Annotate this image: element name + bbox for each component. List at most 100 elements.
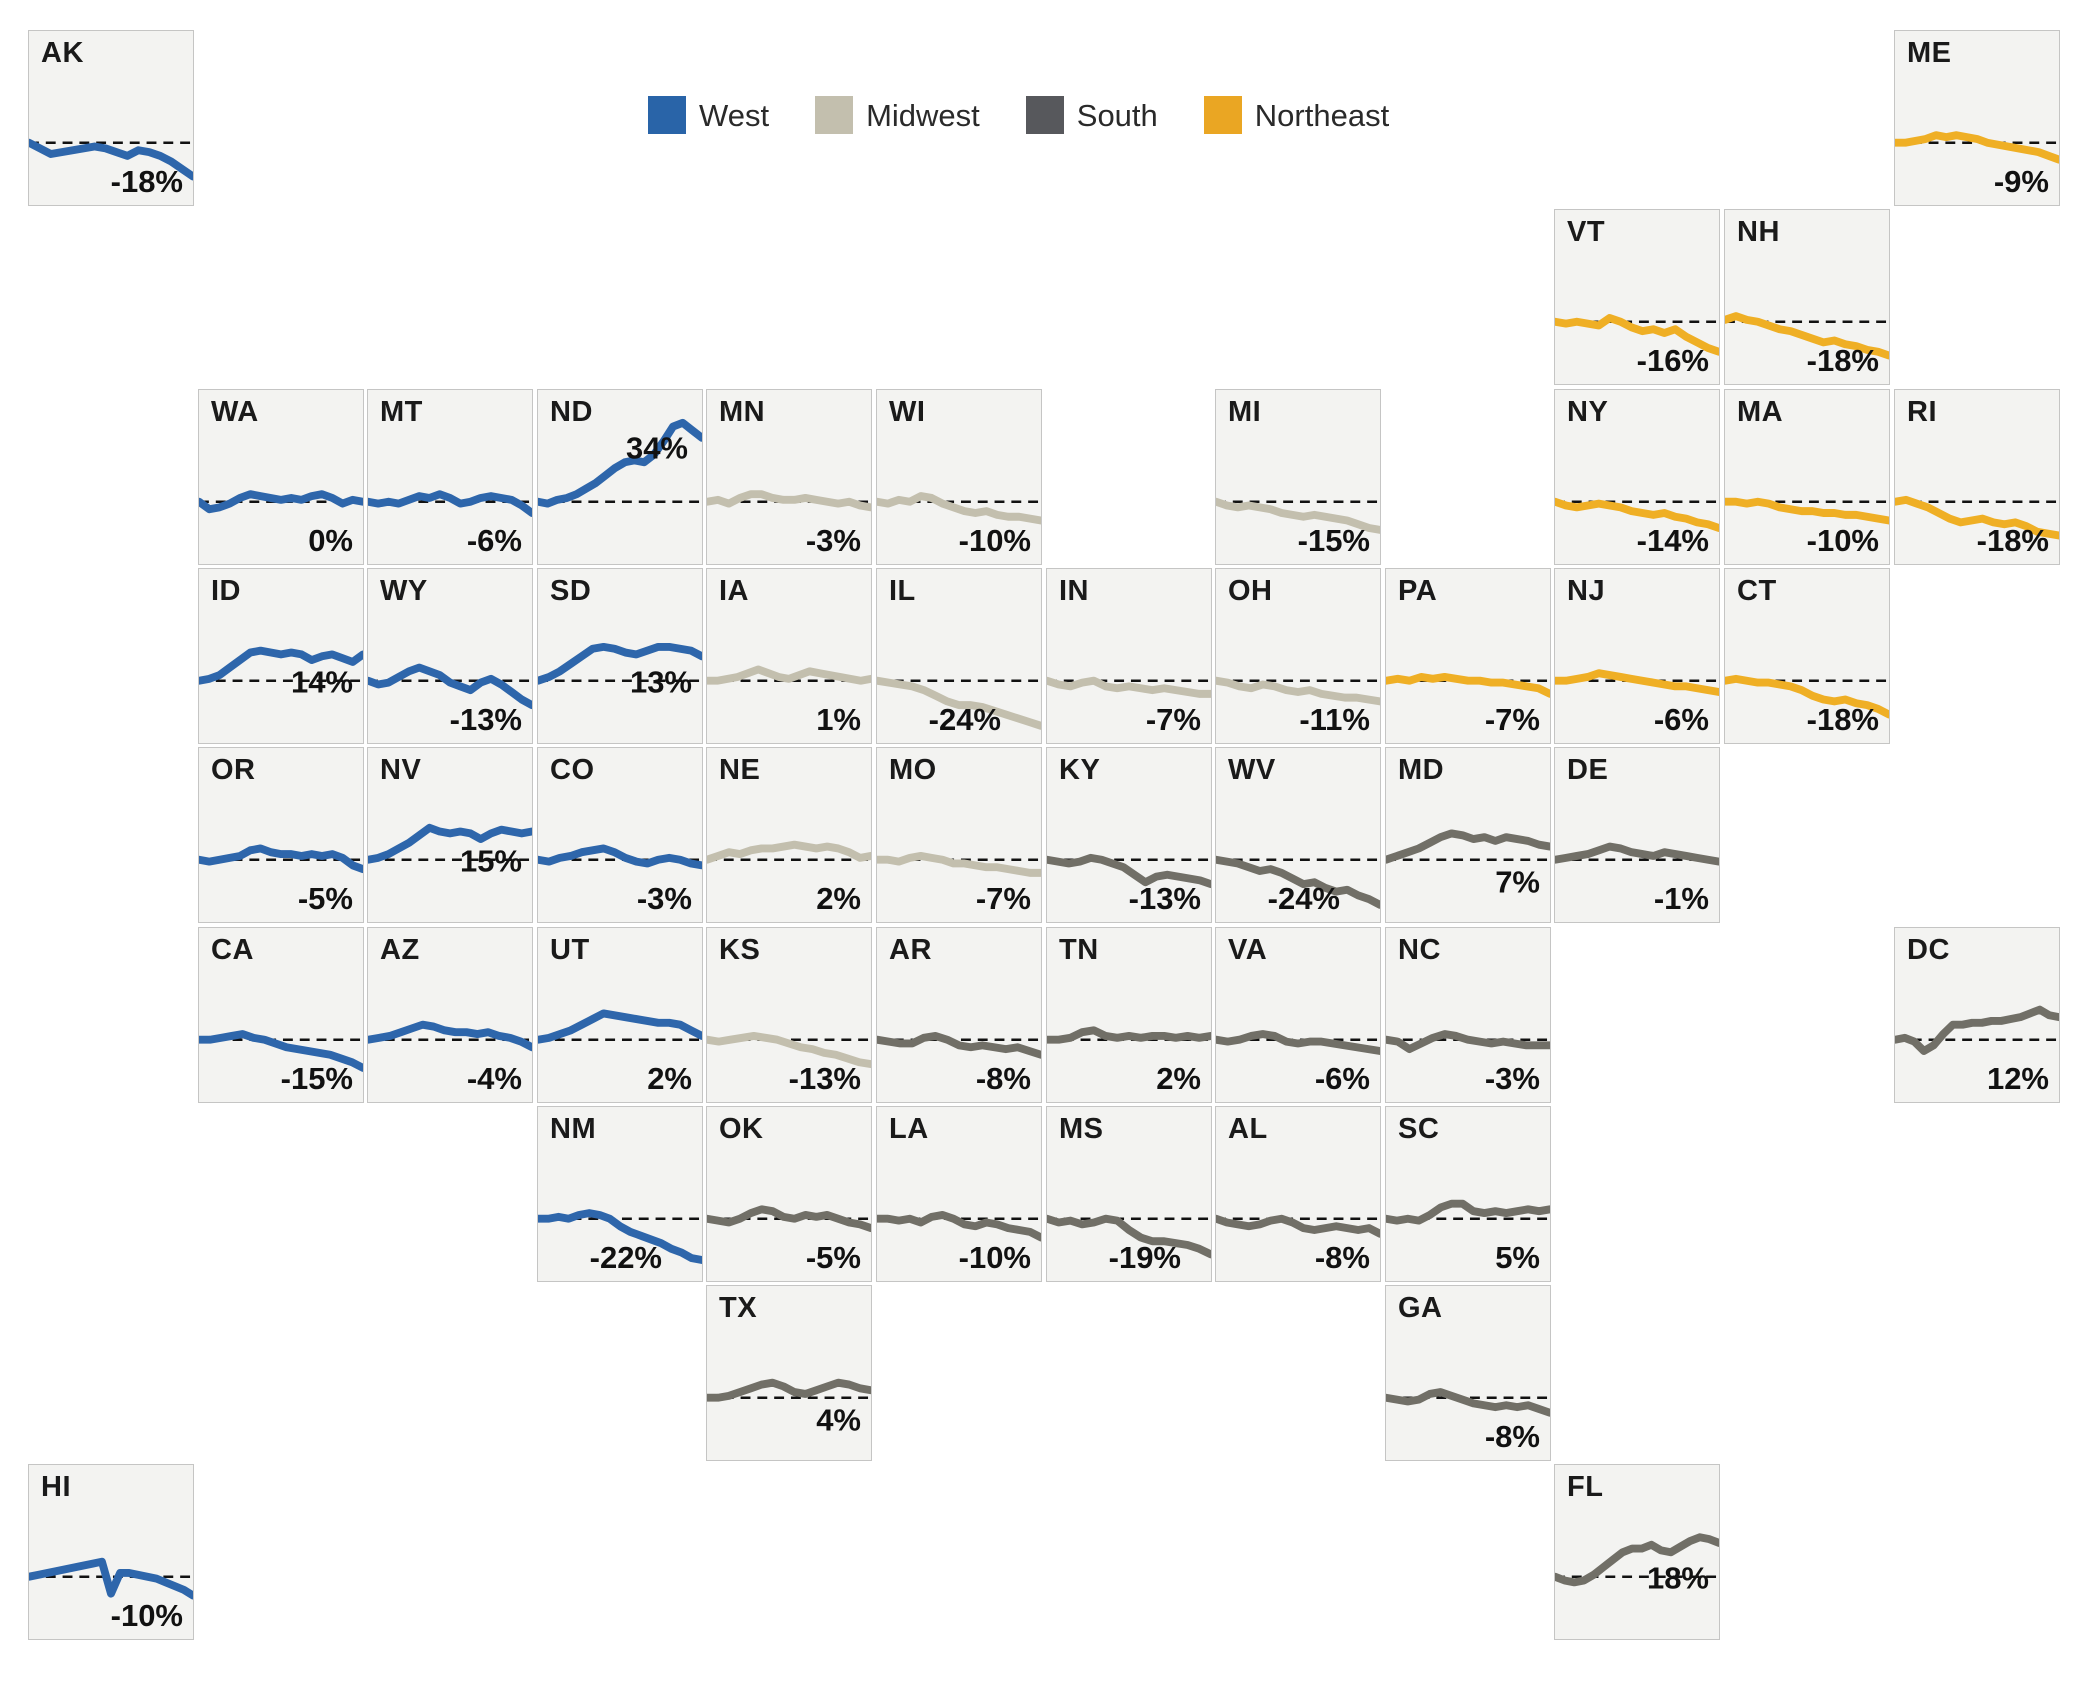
sparkline-tx xyxy=(707,1378,871,1402)
trend-line-la xyxy=(877,1211,1041,1242)
trend-line-vt xyxy=(1555,314,1719,356)
state-change-value: -19% xyxy=(1108,1240,1181,1275)
legend-label: Midwest xyxy=(866,97,980,133)
state-abbr: MI xyxy=(1228,396,1262,428)
state-abbr: NJ xyxy=(1567,575,1606,607)
sparkline-hi xyxy=(29,1557,193,1600)
state-abbr: MD xyxy=(1398,754,1445,786)
trend-line-sc xyxy=(1386,1199,1550,1225)
state-abbr: NM xyxy=(550,1113,597,1145)
state-change-value: 5% xyxy=(1495,1240,1540,1275)
legend-item-west: West xyxy=(648,96,769,134)
state-abbr: RI xyxy=(1907,396,1937,428)
sparkline-sd xyxy=(538,642,702,685)
state-abbr: NC xyxy=(1398,934,1441,966)
state-tile-oh: OH -11% xyxy=(1215,568,1381,744)
sparkline-ak xyxy=(29,138,193,181)
state-tile-ky: KY -13% xyxy=(1046,747,1212,923)
state-tile-ms: MS -19% xyxy=(1046,1106,1212,1282)
state-tile-ct: CT -18% xyxy=(1724,568,1890,744)
sparkline-co xyxy=(538,844,702,870)
trend-line-pa xyxy=(1386,673,1550,698)
state-abbr: FL xyxy=(1567,1471,1604,1503)
state-tile-mo: MO -7% xyxy=(876,747,1042,923)
trend-line-ia xyxy=(707,665,871,685)
state-tile-pa: PA -7% xyxy=(1385,568,1551,744)
trend-line-ar xyxy=(877,1032,1041,1059)
state-change-value: -18% xyxy=(1806,702,1879,737)
state-tile-sc: SC 5% xyxy=(1385,1106,1551,1282)
state-change-value: -14% xyxy=(1636,523,1709,558)
state-tile-me: ME -9% xyxy=(1894,30,2060,206)
trend-line-ut xyxy=(538,1009,702,1044)
state-change-value: 1% xyxy=(816,702,861,737)
state-tile-ne: NE 2% xyxy=(706,747,872,923)
sparkline-ri xyxy=(1895,495,2059,540)
legend: West Midwest South Northeast xyxy=(648,96,1389,134)
state-abbr: AZ xyxy=(380,934,420,966)
trend-line-nv xyxy=(368,823,532,864)
state-abbr: MN xyxy=(719,396,766,428)
trend-line-ny xyxy=(1555,497,1719,532)
state-change-value: -16% xyxy=(1636,343,1709,378)
trend-line-il xyxy=(877,676,1041,730)
state-tile-il: IL -24% xyxy=(876,568,1042,744)
sparkline-in xyxy=(1047,676,1211,698)
state-tile-sd: SD 13% xyxy=(537,568,703,744)
sparkline-ia xyxy=(707,665,871,685)
state-change-value: 34% xyxy=(625,430,688,466)
state-abbr: MA xyxy=(1737,396,1784,428)
state-change-value: -8% xyxy=(975,1061,1031,1096)
state-change-value: -10% xyxy=(958,1240,1031,1275)
state-abbr: TN xyxy=(1059,934,1099,966)
sparkline-ma xyxy=(1725,497,1889,525)
state-tile-ks: KS -13% xyxy=(706,927,872,1103)
state-abbr: VT xyxy=(1567,216,1606,248)
state-change-value: -4% xyxy=(466,1061,522,1096)
sparkline-ks xyxy=(707,1032,871,1069)
state-change-value: -10% xyxy=(958,523,1031,558)
state-tile-ma: MA -10% xyxy=(1724,389,1890,565)
state-abbr: WI xyxy=(889,396,926,428)
state-tile-wv: WV -24% xyxy=(1215,747,1381,923)
state-change-value: -10% xyxy=(110,1598,183,1633)
state-abbr: IL xyxy=(889,575,916,607)
state-tile-hi: HI -10% xyxy=(28,1464,194,1640)
trend-line-mt xyxy=(368,490,532,517)
sparkline-il xyxy=(877,676,1041,730)
state-abbr: WA xyxy=(211,396,259,428)
state-tile-wi: WI -10% xyxy=(876,389,1042,565)
state-abbr: KY xyxy=(1059,754,1101,786)
state-change-value: -24% xyxy=(1267,881,1340,916)
state-change-value: 2% xyxy=(1156,1061,1201,1096)
trend-line-tn xyxy=(1047,1026,1211,1044)
sparkline-nc xyxy=(1386,1030,1550,1054)
trend-line-wy xyxy=(368,663,532,710)
state-tile-ri: RI -18% xyxy=(1894,389,2060,565)
sparkline-dc xyxy=(1895,1005,2059,1055)
trend-line-ky xyxy=(1047,853,1211,889)
legend-label: West xyxy=(699,97,770,133)
sparkline-wv xyxy=(1216,855,1380,909)
state-tile-co: CO -3% xyxy=(537,747,703,923)
state-abbr: DE xyxy=(1567,754,1609,786)
trend-line-wa xyxy=(199,490,363,514)
state-tile-ny: NY -14% xyxy=(1554,389,1720,565)
sparkline-tn xyxy=(1047,1026,1211,1044)
trend-line-sd xyxy=(538,642,702,685)
state-abbr: NY xyxy=(1567,396,1609,428)
state-change-value: 13% xyxy=(629,664,692,700)
state-abbr: LA xyxy=(889,1113,929,1145)
state-abbr: TX xyxy=(719,1292,758,1324)
state-abbr: CA xyxy=(211,934,254,966)
trend-line-nj xyxy=(1555,669,1719,696)
trend-line-wv xyxy=(1216,855,1380,909)
state-change-value: -1% xyxy=(1653,881,1709,916)
state-tile-fl: FL 18% xyxy=(1554,1464,1720,1640)
trend-line-va xyxy=(1216,1030,1380,1055)
trend-line-mo xyxy=(877,852,1041,877)
state-abbr: KS xyxy=(719,934,761,966)
state-change-value: 18% xyxy=(1646,1560,1709,1596)
state-abbr: UT xyxy=(550,934,590,966)
state-change-value: -18% xyxy=(110,164,183,199)
